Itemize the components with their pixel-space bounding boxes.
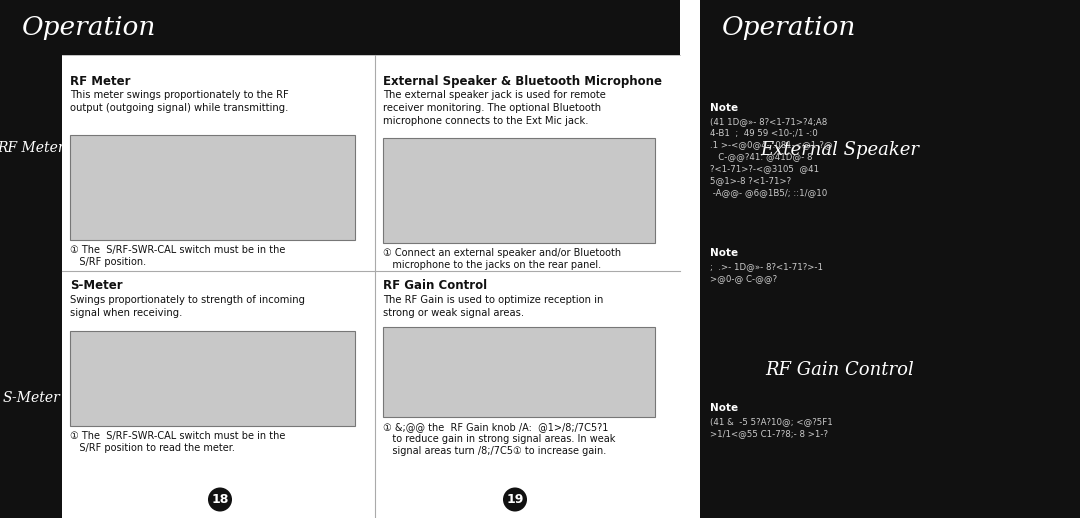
Bar xyxy=(70,331,355,426)
Text: (41 &  -5 5?A?10@; <@?5F1
>1/1<@55 C1-7?8;- 8 >1-?: (41 & -5 5?A?10@; <@?5F1 >1/1<@55 C1-7?8… xyxy=(710,417,833,438)
Bar xyxy=(70,135,355,240)
Text: Note: Note xyxy=(710,248,738,258)
Text: 19: 19 xyxy=(507,493,524,506)
Bar xyxy=(680,0,700,518)
Text: External Speaker & Bluetooth Microphone: External Speaker & Bluetooth Microphone xyxy=(383,75,662,88)
Text: to reduce gain in strong signal areas. In weak: to reduce gain in strong signal areas. I… xyxy=(383,434,616,444)
Text: The RF Gain is used to optimize reception in
strong or weak signal areas.: The RF Gain is used to optimize receptio… xyxy=(383,295,604,318)
Text: Operation: Operation xyxy=(22,15,157,40)
Text: Note: Note xyxy=(710,103,738,113)
Text: The external speaker jack is used for remote
receiver monitoring. The optional B: The external speaker jack is used for re… xyxy=(383,90,606,126)
Text: S-Meter: S-Meter xyxy=(2,391,59,405)
Text: ① The  S/RF-SWR-CAL switch must be in the: ① The S/RF-SWR-CAL switch must be in the xyxy=(70,245,285,255)
Text: RF Meter: RF Meter xyxy=(0,141,65,155)
Text: (41 1D@»- 8?<1-71>?4;A8
4-B1  ;  49 59 <10-;/1 -:0
.1 >-<@0@4- .081-<@1-?@
   C-: (41 1D@»- 8?<1-71>?4;A8 4-B1 ; 49 59 <10… xyxy=(710,117,833,197)
Bar xyxy=(383,327,654,417)
Text: S/RF position to read the meter.: S/RF position to read the meter. xyxy=(70,443,234,453)
Text: This meter swings proportionately to the RF
output (outgoing signal) while trans: This meter swings proportionately to the… xyxy=(70,90,288,113)
Text: ① Connect an external speaker and/or Bluetooth: ① Connect an external speaker and/or Blu… xyxy=(383,248,621,258)
Text: ① &;@@ the  RF Gain knob /A:  @1>/8;/7C5?1: ① &;@@ the RF Gain knob /A: @1>/8;/7C5?1 xyxy=(383,422,608,432)
Text: External Speaker: External Speaker xyxy=(760,141,919,159)
Text: RF Gain Control: RF Gain Control xyxy=(383,279,487,292)
Text: Swings proportionately to strength of incoming
signal when receiving.: Swings proportionately to strength of in… xyxy=(70,295,305,318)
Text: S-Meter: S-Meter xyxy=(70,279,123,292)
Text: S/RF position.: S/RF position. xyxy=(70,257,146,267)
Text: signal areas turn /8;/7C5① to increase gain.: signal areas turn /8;/7C5① to increase g… xyxy=(383,446,606,456)
Text: RF Gain Control: RF Gain Control xyxy=(766,361,915,379)
Text: Operation: Operation xyxy=(723,15,856,40)
Bar xyxy=(0,55,680,518)
Bar xyxy=(0,55,62,518)
Bar xyxy=(0,0,680,55)
Text: microphone to the jacks on the rear panel.: microphone to the jacks on the rear pane… xyxy=(383,260,602,270)
Text: 18: 18 xyxy=(212,493,229,506)
Text: Note: Note xyxy=(710,403,738,413)
Text: ;  .>- 1D@»- 8?<1-71?>-1
>@0-@ C-@@?: ; .>- 1D@»- 8?<1-71?>-1 >@0-@ C-@@? xyxy=(710,262,823,283)
Text: ① The  S/RF-SWR-CAL switch must be in the: ① The S/RF-SWR-CAL switch must be in the xyxy=(70,431,285,441)
Text: RF Meter: RF Meter xyxy=(70,75,131,88)
Bar xyxy=(700,0,1080,55)
Bar xyxy=(700,55,1080,518)
Bar xyxy=(383,138,654,243)
